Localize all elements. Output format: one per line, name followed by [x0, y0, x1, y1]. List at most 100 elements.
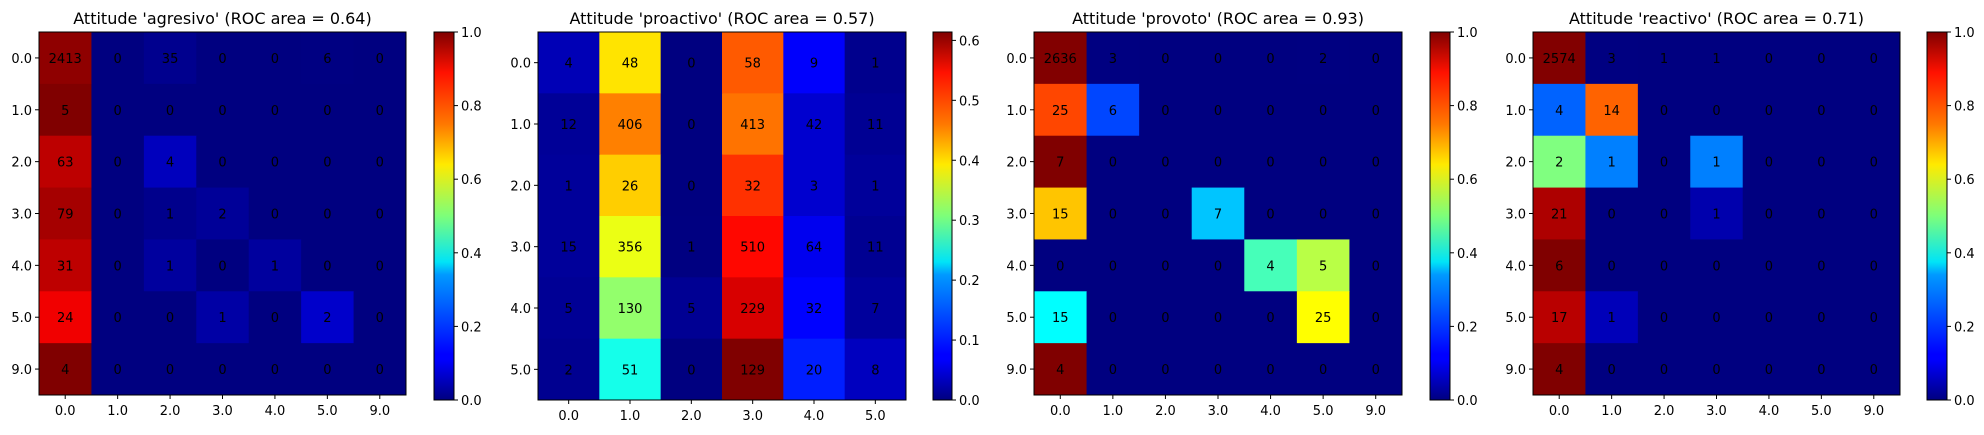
heatmap-cell	[1349, 343, 1403, 396]
heatmap-cell	[1086, 32, 1140, 85]
heatmap-cell	[248, 291, 302, 344]
heatmap-cell	[1139, 343, 1193, 396]
cell-count-label: 0	[1712, 259, 1720, 274]
y-tick-label: 1.0	[510, 118, 531, 133]
heatmap-cell	[301, 32, 355, 85]
heatmap-cell	[844, 216, 907, 278]
cell-count-label: 0	[114, 104, 122, 119]
cell-count-label: 0	[1817, 156, 1825, 171]
heatmap-cell	[783, 338, 846, 401]
heatmap-cell	[1296, 83, 1350, 137]
heatmap-cell	[143, 291, 197, 344]
cell-count-label: 0	[687, 118, 695, 133]
cell-count-label: 51	[622, 363, 639, 378]
cell-count-label: 1	[687, 241, 695, 256]
heatmap-cell	[39, 343, 92, 396]
cell-count-label: 229	[740, 302, 765, 317]
heatmap-cell	[1349, 187, 1403, 240]
heatmap-cell	[599, 93, 662, 156]
cell-count-label: 5	[1319, 259, 1327, 274]
x-tick-label: 2.0	[160, 404, 181, 419]
cell-count-label: 0	[1109, 311, 1117, 326]
cell-count-label: 21	[1551, 208, 1568, 223]
heatmap-cell	[1742, 291, 1796, 344]
cell-count-label: 0	[1765, 52, 1773, 67]
heatmap-cell	[783, 216, 846, 278]
colorbar-tick-label: 0.4	[959, 154, 980, 169]
cell-count-label: 64	[806, 241, 823, 256]
heatmap-cell	[660, 338, 723, 401]
colorbar	[932, 31, 953, 401]
colorbar-tick-label: 0.2	[461, 320, 482, 335]
cell-count-label: 0	[166, 311, 174, 326]
cell-count-label: 1	[1712, 156, 1720, 171]
cell-count-label: 0	[687, 179, 695, 194]
heatmap-cell	[1533, 83, 1586, 137]
cell-count-label: 0	[218, 156, 226, 171]
heatmap-cell	[1191, 83, 1245, 137]
heatmap-cell	[143, 239, 197, 292]
heatmap-cell	[1585, 32, 1639, 85]
colorbar-tick-label: 0.4	[461, 247, 482, 262]
heatmap-cell	[722, 277, 784, 340]
cell-count-label: 31	[57, 259, 74, 274]
chart-title: Attitude 'agresivo' (ROC area = 0.64)	[73, 9, 371, 28]
x-tick-label: 3.0	[1208, 404, 1229, 419]
cell-count-label: 0	[1161, 52, 1169, 67]
heatmap-cell	[1795, 187, 1849, 240]
heatmap-cell	[660, 216, 723, 278]
x-tick-label: 3.0	[742, 409, 763, 424]
cell-count-label: 0	[1765, 363, 1773, 378]
heatmap-panel-proactivo: Attitude 'proactivo' (ROC area = 0.57) 4 4…	[510, 9, 979, 424]
heatmap-cell	[39, 187, 92, 240]
cell-count-label: 0	[1870, 104, 1878, 119]
heatmap-cell	[722, 93, 784, 156]
cell-count-label: 0	[1161, 104, 1169, 119]
heatmap-cell	[1139, 239, 1193, 292]
heatmap-cell	[1244, 187, 1298, 240]
heatmap-cell	[660, 32, 723, 94]
heatmap-cell	[538, 216, 600, 278]
heatmap-cell	[1296, 135, 1350, 189]
heatmap-cell	[1191, 135, 1245, 189]
cell-count-label: 42	[806, 118, 823, 133]
heatmap-cell	[1585, 135, 1639, 189]
heatmap-cell	[1795, 291, 1849, 344]
x-tick-label: 3.0	[1706, 404, 1727, 419]
heatmap-cell	[1086, 343, 1140, 396]
cell-count-label: 0	[1372, 311, 1380, 326]
heatmap-cell	[1034, 83, 1088, 137]
cell-count-label: 5	[565, 302, 573, 317]
y-tick-label: 4.0	[1505, 259, 1526, 274]
cell-count-label: 0	[1660, 311, 1668, 326]
cell-count-label: 0	[271, 363, 279, 378]
cell-count-label: 0	[218, 52, 226, 67]
heatmap-cell	[722, 32, 784, 94]
y-tick-label: 1.0	[11, 104, 32, 119]
colorbar-tick-label: 0.0	[959, 394, 980, 409]
heatmap-cell	[196, 239, 250, 292]
x-tick-label: 4.0	[804, 409, 825, 424]
cell-count-label: 1	[1608, 156, 1616, 171]
cell-count-label: 0	[1214, 104, 1222, 119]
heatmap-cell	[1637, 187, 1691, 240]
heatmap-panel-agresivo: Attitude 'agresivo' (ROC area = 0.64)241…	[11, 9, 481, 419]
colorbar-tick-label: 0.2	[1954, 320, 1975, 335]
heatmap-cell	[353, 187, 407, 240]
y-tick-label: 2.0	[1006, 156, 1027, 171]
colorbar	[1926, 31, 1948, 401]
cell-count-label: 5	[687, 302, 695, 317]
cell-count-label: 6	[323, 52, 331, 67]
heatmap-cell	[722, 338, 784, 401]
x-tick-label: 2.0	[1654, 404, 1675, 419]
y-tick-label: 4.0	[1006, 259, 1027, 274]
heatmap-cell	[1034, 343, 1088, 396]
cell-count-label: 0	[323, 259, 331, 274]
cell-count-label: 1	[271, 259, 279, 274]
cell-count-label: 0	[1319, 363, 1327, 378]
y-tick-label: 0.0	[1006, 52, 1027, 67]
heatmap-cell	[844, 338, 907, 401]
heatmap-cell	[844, 154, 907, 217]
cell-count-label: 510	[740, 241, 765, 256]
heatmap-cell	[1637, 239, 1691, 292]
